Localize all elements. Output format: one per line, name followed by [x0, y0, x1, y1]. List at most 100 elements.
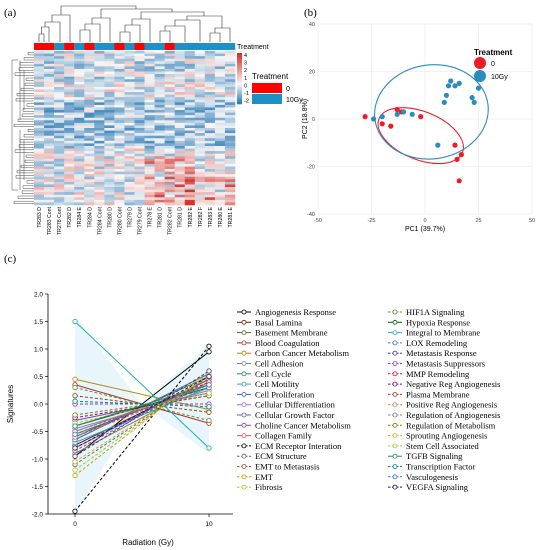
- heatmap-cell: [64, 104, 75, 108]
- heatmap-cell: [74, 148, 85, 152]
- heatmap-cell: [114, 74, 125, 77]
- heatmap-cell: [194, 197, 206, 201]
- heatmap-cell: [74, 74, 85, 77]
- heatmap-cell: [34, 189, 45, 193]
- heatmap-cell: [54, 174, 65, 178]
- line-y-tick-label: -1.5: [32, 484, 44, 491]
- heatmap-cell: [44, 169, 55, 172]
- heatmap-cell: [84, 163, 95, 167]
- heatmap-cell: [204, 102, 216, 106]
- heatmap-cell: [144, 158, 155, 162]
- heatmap-cell: [74, 86, 85, 90]
- heatmap-cell: [34, 79, 45, 83]
- column-label: TR283 D: [37, 207, 43, 228]
- heatmap-cell: [184, 102, 196, 106]
- heatmap-cell: [224, 187, 236, 190]
- heatmap-cell: [184, 76, 196, 80]
- heatmap-cell: [64, 51, 75, 54]
- legend-marker: [392, 474, 398, 480]
- heatmap-cell: [54, 151, 65, 154]
- heatmap-cell: [224, 117, 236, 121]
- heatmap-cell: [154, 145, 165, 149]
- heatmap-cell: [164, 122, 175, 126]
- heatmap-cell: [214, 197, 226, 201]
- heatmap-cell: [104, 143, 115, 147]
- legend-label: Cell Proliferation: [255, 389, 315, 399]
- heatmap-cell: [154, 122, 165, 126]
- line-y-tick-label: 1.0: [34, 347, 43, 354]
- heatmap-cell: [104, 107, 115, 111]
- heatmap-cell: [64, 194, 75, 198]
- heatmap-cell: [134, 104, 145, 108]
- heatmap-cell: [214, 53, 226, 57]
- heatmap-cell: [44, 104, 55, 108]
- heatmap-cell: [134, 133, 145, 136]
- heatmap-cell: [204, 135, 216, 139]
- heatmap-cell: [144, 110, 155, 113]
- signature-line: [74, 370, 210, 457]
- heatmap-cell: [224, 107, 236, 111]
- heatmap-cell: [54, 76, 65, 80]
- heatmap-cell: [94, 102, 105, 106]
- heatmap-cell: [124, 166, 135, 170]
- heatmap-cell: [74, 63, 85, 67]
- heatmap-cell: [74, 89, 85, 93]
- heatmap-cell: [224, 194, 236, 198]
- heatmap-cell: [174, 120, 186, 124]
- heatmap-cell: [84, 89, 95, 93]
- heatmap-cell: [124, 99, 135, 103]
- heatmap-cell: [154, 138, 165, 142]
- heatmap-cell: [224, 58, 236, 62]
- heatmap-cell: [34, 194, 45, 198]
- heatmap-cell: [224, 51, 236, 54]
- heatmap-cell: [74, 99, 85, 103]
- heatmap-cell: [224, 169, 236, 172]
- heatmap-cell: [44, 89, 55, 93]
- colorbar-segment: [237, 91, 242, 94]
- heatmap-cell: [54, 156, 65, 160]
- heatmap-cell: [184, 71, 196, 75]
- legend-marker: [241, 330, 247, 336]
- heatmap-cell: [104, 128, 115, 131]
- heatmap-cell: [104, 56, 115, 59]
- legend-label: Cellular Differentiation: [255, 400, 336, 410]
- heatmap-cell: [114, 128, 125, 131]
- heatmap-cell: [94, 189, 105, 193]
- heatmap-cell: [174, 189, 186, 193]
- heatmap-cell: [44, 53, 55, 57]
- line-y-tick-label: 0.5: [34, 374, 43, 381]
- signature-line: [74, 384, 210, 438]
- heatmap-cell: [84, 161, 95, 165]
- heatmap-cell: [114, 151, 125, 154]
- column-label: TR283 E: [208, 206, 214, 227]
- signature-line: [74, 321, 210, 449]
- heatmap-cell: [184, 181, 196, 185]
- heatmap-cell: [84, 81, 95, 85]
- heatmap-cell: [194, 97, 206, 101]
- panel-label-a: (a): [4, 7, 17, 19]
- heatmap-cell: [224, 76, 236, 80]
- heatmap-cell: [84, 102, 95, 106]
- pca-point-10gy: [441, 99, 447, 105]
- heatmap-cell: [84, 171, 95, 175]
- heatmap-cell: [114, 135, 125, 139]
- heatmap-cell: [104, 179, 115, 183]
- heatmap-cell: [154, 151, 165, 154]
- heatmap-cell: [124, 199, 135, 203]
- heatmap-cell: [94, 110, 105, 113]
- heatmap-cell: [74, 104, 85, 108]
- heatmap-cell: [54, 128, 65, 131]
- heatmap-cell: [64, 115, 75, 119]
- heatmap-cell: [204, 133, 216, 136]
- heatmap-cell: [54, 192, 65, 196]
- heatmap-cell: [114, 156, 125, 160]
- heatmap-cell: [144, 145, 155, 149]
- heatmap-cell: [174, 97, 186, 101]
- pca-y-tick-label: 20: [309, 70, 315, 76]
- signature-line: [74, 392, 210, 424]
- heatmap-cell: [204, 68, 216, 72]
- heatmap-cell: [44, 58, 55, 62]
- heatmap-cell: [164, 176, 175, 180]
- heatmap-cell: [94, 179, 105, 183]
- heatmap-cell: [64, 68, 75, 72]
